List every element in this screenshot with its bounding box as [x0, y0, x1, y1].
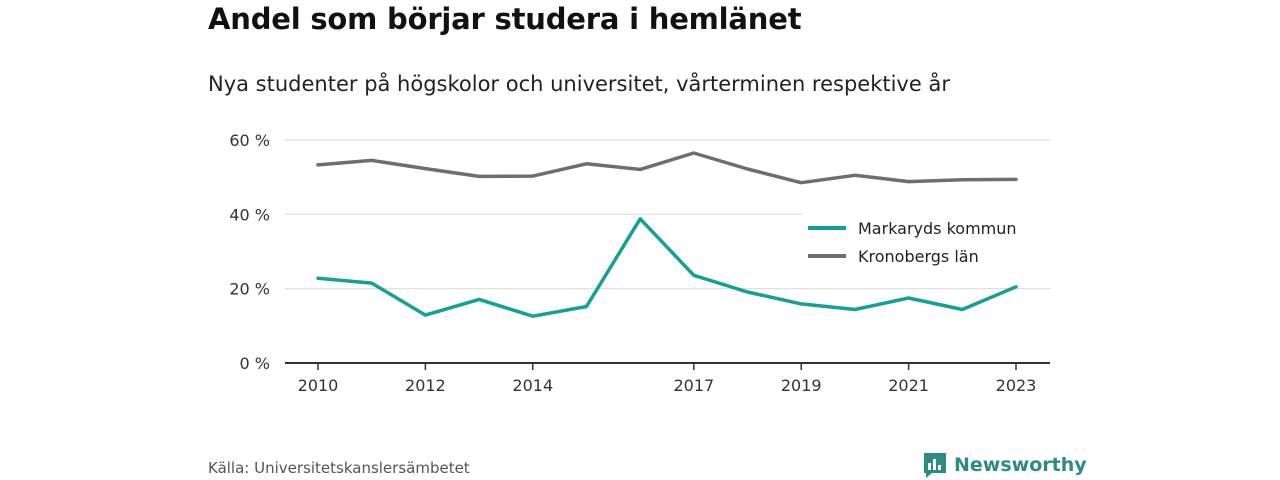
series-lines — [316, 151, 1018, 318]
x-tick-label: 2019 — [781, 376, 822, 395]
y-tick-label: 40 % — [229, 205, 270, 224]
legend-background — [802, 212, 1052, 274]
legend-label-kronoberg: Kronobergs län — [858, 247, 979, 266]
brand-logo: Newsworthy — [922, 451, 1087, 479]
line-chart: 0 % 20 % 40 % 60 % 2010 2012 2014 2017 2019 2021… — [229, 131, 1052, 395]
series-line-kronoberg — [316, 151, 1018, 185]
legend-label-markaryd: Markaryds kommun — [858, 219, 1017, 238]
y-tick-label: 60 % — [229, 131, 270, 150]
x-tick-label: 2021 — [888, 376, 929, 395]
brand-name: Newsworthy — [954, 454, 1087, 476]
y-tick-label: 20 % — [229, 280, 270, 299]
chart-subtitle: Nya studenter på högskolor och universit… — [208, 72, 950, 96]
x-axis-ticks: 2010 2012 2014 2017 2019 2021 2023 — [298, 363, 1037, 395]
series-line-markaryd — [316, 217, 1018, 318]
y-tick-label: 0 % — [240, 354, 270, 373]
source-note: Källa: Universitetskanslersämbetet — [208, 459, 470, 477]
x-tick-label: 2014 — [512, 376, 553, 395]
chart-title: Andel som börjar studera i hemlänet — [208, 2, 802, 36]
newsworthy-logo-icon — [924, 453, 946, 478]
x-tick-label: 2023 — [996, 376, 1037, 395]
legend: Markaryds kommun Kronobergs län — [802, 212, 1052, 274]
x-tick-label: 2012 — [405, 376, 446, 395]
x-tick-label: 2010 — [298, 376, 339, 395]
x-tick-label: 2017 — [673, 376, 714, 395]
y-axis-ticks: 0 % 20 % 40 % 60 % — [229, 131, 270, 373]
